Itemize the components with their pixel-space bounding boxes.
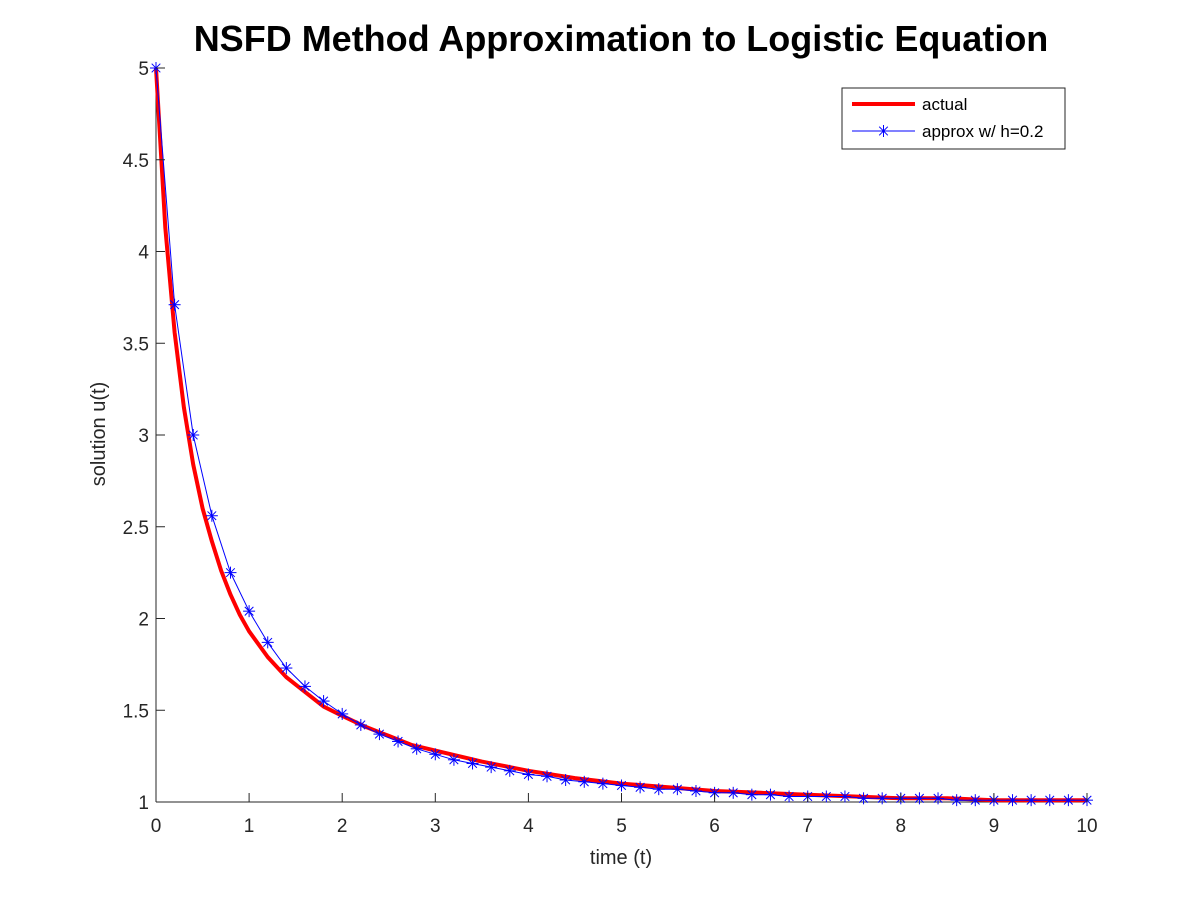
y-tick-label: 3.5 bbox=[123, 334, 149, 355]
data-point-marker bbox=[969, 794, 982, 807]
data-point-marker bbox=[689, 784, 702, 797]
data-point-marker bbox=[745, 788, 758, 801]
data-point-marker bbox=[838, 790, 851, 803]
data-point-marker bbox=[671, 783, 684, 796]
y-tick-label: 2 bbox=[138, 610, 149, 631]
data-point-marker bbox=[261, 636, 274, 649]
data-point-marker bbox=[652, 783, 665, 796]
x-tick-label: 7 bbox=[802, 816, 813, 837]
legend-label-actual: actual bbox=[922, 95, 967, 114]
legend-marker-approx bbox=[877, 125, 890, 137]
y-tick-label: 4.5 bbox=[123, 151, 149, 172]
data-point-marker bbox=[447, 753, 460, 766]
x-tick-label: 0 bbox=[151, 816, 162, 837]
data-point-marker bbox=[708, 786, 721, 799]
data-point-marker bbox=[336, 707, 349, 720]
data-point-marker bbox=[317, 695, 330, 708]
data-point-marker bbox=[559, 773, 572, 786]
data-point-marker bbox=[764, 788, 777, 801]
x-tick-label: 3 bbox=[430, 816, 441, 837]
data-point-marker bbox=[243, 605, 256, 618]
data-point-marker bbox=[354, 718, 367, 731]
x-tick-label: 6 bbox=[709, 816, 720, 837]
data-point-marker bbox=[820, 790, 833, 803]
data-point-marker bbox=[187, 429, 200, 441]
legend-label-approx: approx w/ h=0.2 bbox=[922, 122, 1043, 141]
y-tick-label: 4 bbox=[138, 243, 149, 264]
data-point-marker bbox=[503, 764, 516, 777]
x-tick-label: 5 bbox=[616, 816, 627, 837]
data-point-marker bbox=[522, 768, 535, 781]
data-point-marker bbox=[913, 792, 926, 805]
data-point-marker bbox=[950, 794, 963, 807]
series-line-approx bbox=[155, 67, 1087, 801]
legend-asterisk bbox=[877, 125, 890, 137]
data-point-marker bbox=[615, 779, 628, 792]
data-point-marker bbox=[280, 662, 293, 675]
data-point-marker bbox=[485, 761, 498, 774]
data-point-marker bbox=[392, 735, 405, 748]
data-point-marker bbox=[410, 742, 423, 755]
y-tick-label: 2.5 bbox=[123, 518, 149, 539]
x-tick-label: 8 bbox=[896, 816, 907, 837]
x-tick-label: 9 bbox=[989, 816, 1000, 837]
y-tick-label: 5 bbox=[138, 59, 149, 80]
x-tick-label: 2 bbox=[337, 816, 348, 837]
data-point-marker bbox=[1062, 794, 1075, 807]
x-tick-label: 10 bbox=[1076, 816, 1097, 837]
y-tick-label: 1 bbox=[138, 793, 149, 814]
data-point-marker bbox=[857, 792, 870, 805]
data-point-marker bbox=[1025, 794, 1038, 807]
series-layer bbox=[150, 62, 1093, 807]
x-tick-label: 4 bbox=[523, 816, 534, 837]
y-tick-label: 3 bbox=[138, 426, 149, 447]
x-axis-label: time (t) bbox=[590, 847, 652, 869]
data-point-marker bbox=[168, 298, 181, 311]
data-point-marker bbox=[876, 792, 889, 805]
data-point-marker bbox=[1043, 794, 1056, 807]
data-point-marker bbox=[373, 728, 386, 741]
data-point-marker bbox=[298, 680, 311, 693]
data-point-marker bbox=[205, 509, 218, 522]
data-point-marker bbox=[224, 566, 237, 579]
x-tick-label: 1 bbox=[244, 816, 255, 837]
data-point-marker bbox=[932, 792, 945, 805]
data-point-marker bbox=[578, 775, 591, 788]
data-point-marker bbox=[541, 770, 554, 783]
data-point-marker bbox=[727, 786, 740, 799]
data-point-marker bbox=[634, 781, 647, 794]
series-line-actual bbox=[154, 67, 1087, 803]
legend-box bbox=[841, 87, 1066, 150]
chart-title: NSFD Method Approximation to Logistic Eq… bbox=[194, 18, 1049, 59]
data-point-marker bbox=[466, 757, 479, 770]
data-point-marker bbox=[1006, 794, 1019, 807]
data-point-marker bbox=[429, 748, 442, 761]
plot-area bbox=[155, 68, 1087, 803]
data-point-marker bbox=[596, 777, 609, 790]
data-point-marker bbox=[783, 790, 796, 803]
legend: actual approx w/ h=0.2 bbox=[841, 87, 1066, 150]
y-tick-label: 1.5 bbox=[123, 701, 149, 722]
y-axis-label: solution u(t) bbox=[88, 382, 110, 487]
